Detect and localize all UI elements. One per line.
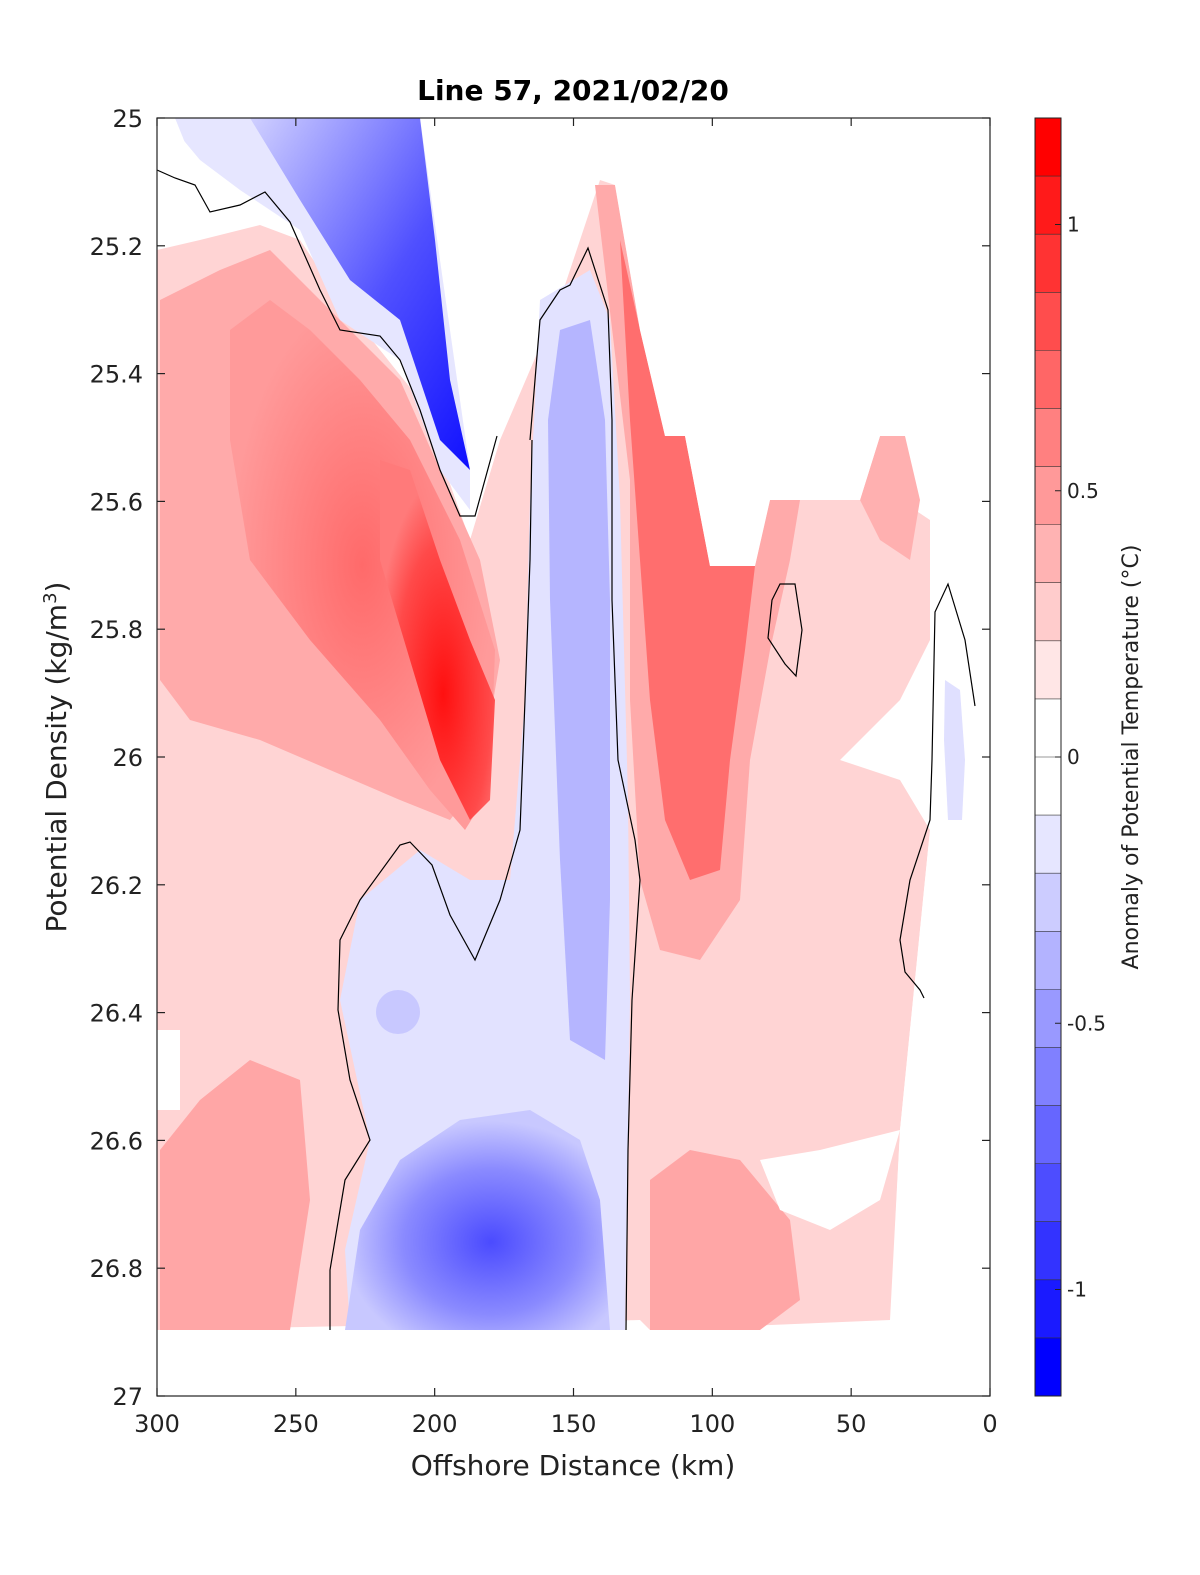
colorbar-label: Anomaly of Potential Temperature (°C) [1119,545,1144,970]
x-tick-label: 200 [412,1410,458,1438]
contour-region-neutral-surface [157,118,280,245]
x-tick-label: 0 [982,1410,997,1438]
contour-region-cold-pocket [376,990,420,1034]
x-tick-label: 150 [551,1410,597,1438]
contour-region-cold-column [548,320,610,1060]
chart-title: Line 57, 2021/02/20 [417,74,729,107]
colorbar-tick-label: -1 [1067,1278,1087,1302]
contour-region-neutral-deep-left [157,1030,180,1110]
colorbar-swatch [1035,292,1061,351]
zero-contour-lines [157,169,976,1331]
colorbar-swatch [1035,989,1061,1048]
contour-region-cold-nearshore [944,680,965,820]
colorbar-ticks: 1 0.5 0 -0.5 -1 [1055,213,1106,1302]
contour-region-warm-core [380,460,495,820]
contour-region-warm-inshore-surface [860,436,920,560]
contour-fill-layer [157,118,990,1396]
zero-contour-cold-west [329,439,533,1330]
colorbar-swatch [1035,1105,1061,1165]
colorbar-tick-label: 0 [1067,745,1080,769]
colorbar-swatch [1035,698,1061,758]
y-tick-label: 26 [112,744,143,772]
y-axis: 25 25.2 25.4 25.6 25.8 26 26.2 26.4 26.6 26.8 27 [90,105,990,1411]
colorbar-swatch [1035,815,1061,874]
y-axis-label-end: ) [40,582,73,593]
contour-region-neutral-deep-right [760,1130,900,1230]
x-tick-label: 250 [273,1410,319,1438]
colorbar [1035,117,1061,1397]
colorbar-swatch [1035,873,1061,932]
colorbar-swatch [1035,234,1061,293]
y-axis-label: Potential Density (kg/m3) [40,582,74,933]
contour-region-cold-pool [345,1110,610,1330]
colorbar-swatch [1035,931,1061,990]
zero-contour-loop [767,583,803,678]
colorbar-swatch [1035,408,1061,468]
zero-contour-nearshore [899,582,976,999]
y-tick-label: 26.4 [90,1000,143,1028]
zero-contour-column [529,246,641,1331]
y-axis-label-superscript: 3 [40,592,61,603]
contour-region-neutral-nearshore [157,600,990,1396]
colorbar-swatch [1035,1047,1061,1107]
contour-region-warm-deep-inshore [650,1150,800,1330]
colorbar-swatch [1035,1337,1061,1397]
y-tick-label: 26.6 [90,1127,143,1155]
x-tick-label: 50 [836,1410,867,1438]
y-tick-label: 25.8 [90,616,143,644]
colorbar-swatch [1035,118,1061,177]
x-axis-label: Offshore Distance (km) [411,1449,736,1482]
colorbar-swatch [1035,350,1061,409]
colorbar-tick-label: 0.5 [1067,479,1099,503]
y-tick-label: 25.2 [90,233,143,261]
colorbar-tick-label: 1 [1067,213,1080,237]
contour-region-neutral-surface-right [615,118,990,700]
colorbar-tick-label: -0.5 [1067,1011,1106,1035]
colorbar-swatch [1035,1163,1061,1223]
x-tick-label: 300 [134,1410,180,1438]
contour-region-warm-deep-offshore [160,1060,310,1330]
colorbar-swatch [1035,466,1061,526]
y-tick-label: 26.8 [90,1255,143,1283]
y-tick-label: 25.4 [90,361,143,389]
contour-region-cold-wedge [250,118,470,470]
colorbar-swatch [1035,1279,1061,1339]
y-tick-label: 25.6 [90,488,143,516]
x-tick-label: 100 [689,1410,735,1438]
y-tick-label: 26.2 [90,872,143,900]
colorbar-swatch [1035,176,1061,235]
colorbar-swatch [1035,582,1061,642]
x-axis: 300 250 200 150 100 50 0 [134,118,998,1438]
y-axis-label-main: Potential Density (kg/m [40,604,73,933]
y-tick-label: 25 [112,105,143,133]
colorbar-swatch [1035,757,1061,816]
colorbar-swatch [1035,1221,1061,1281]
y-tick-label: 27 [112,1383,143,1411]
colorbar-swatch [1035,640,1061,700]
contour-region-warm-inshore-core [620,240,755,880]
zero-contour-surface [157,169,498,517]
colorbar-swatch [1035,524,1061,584]
